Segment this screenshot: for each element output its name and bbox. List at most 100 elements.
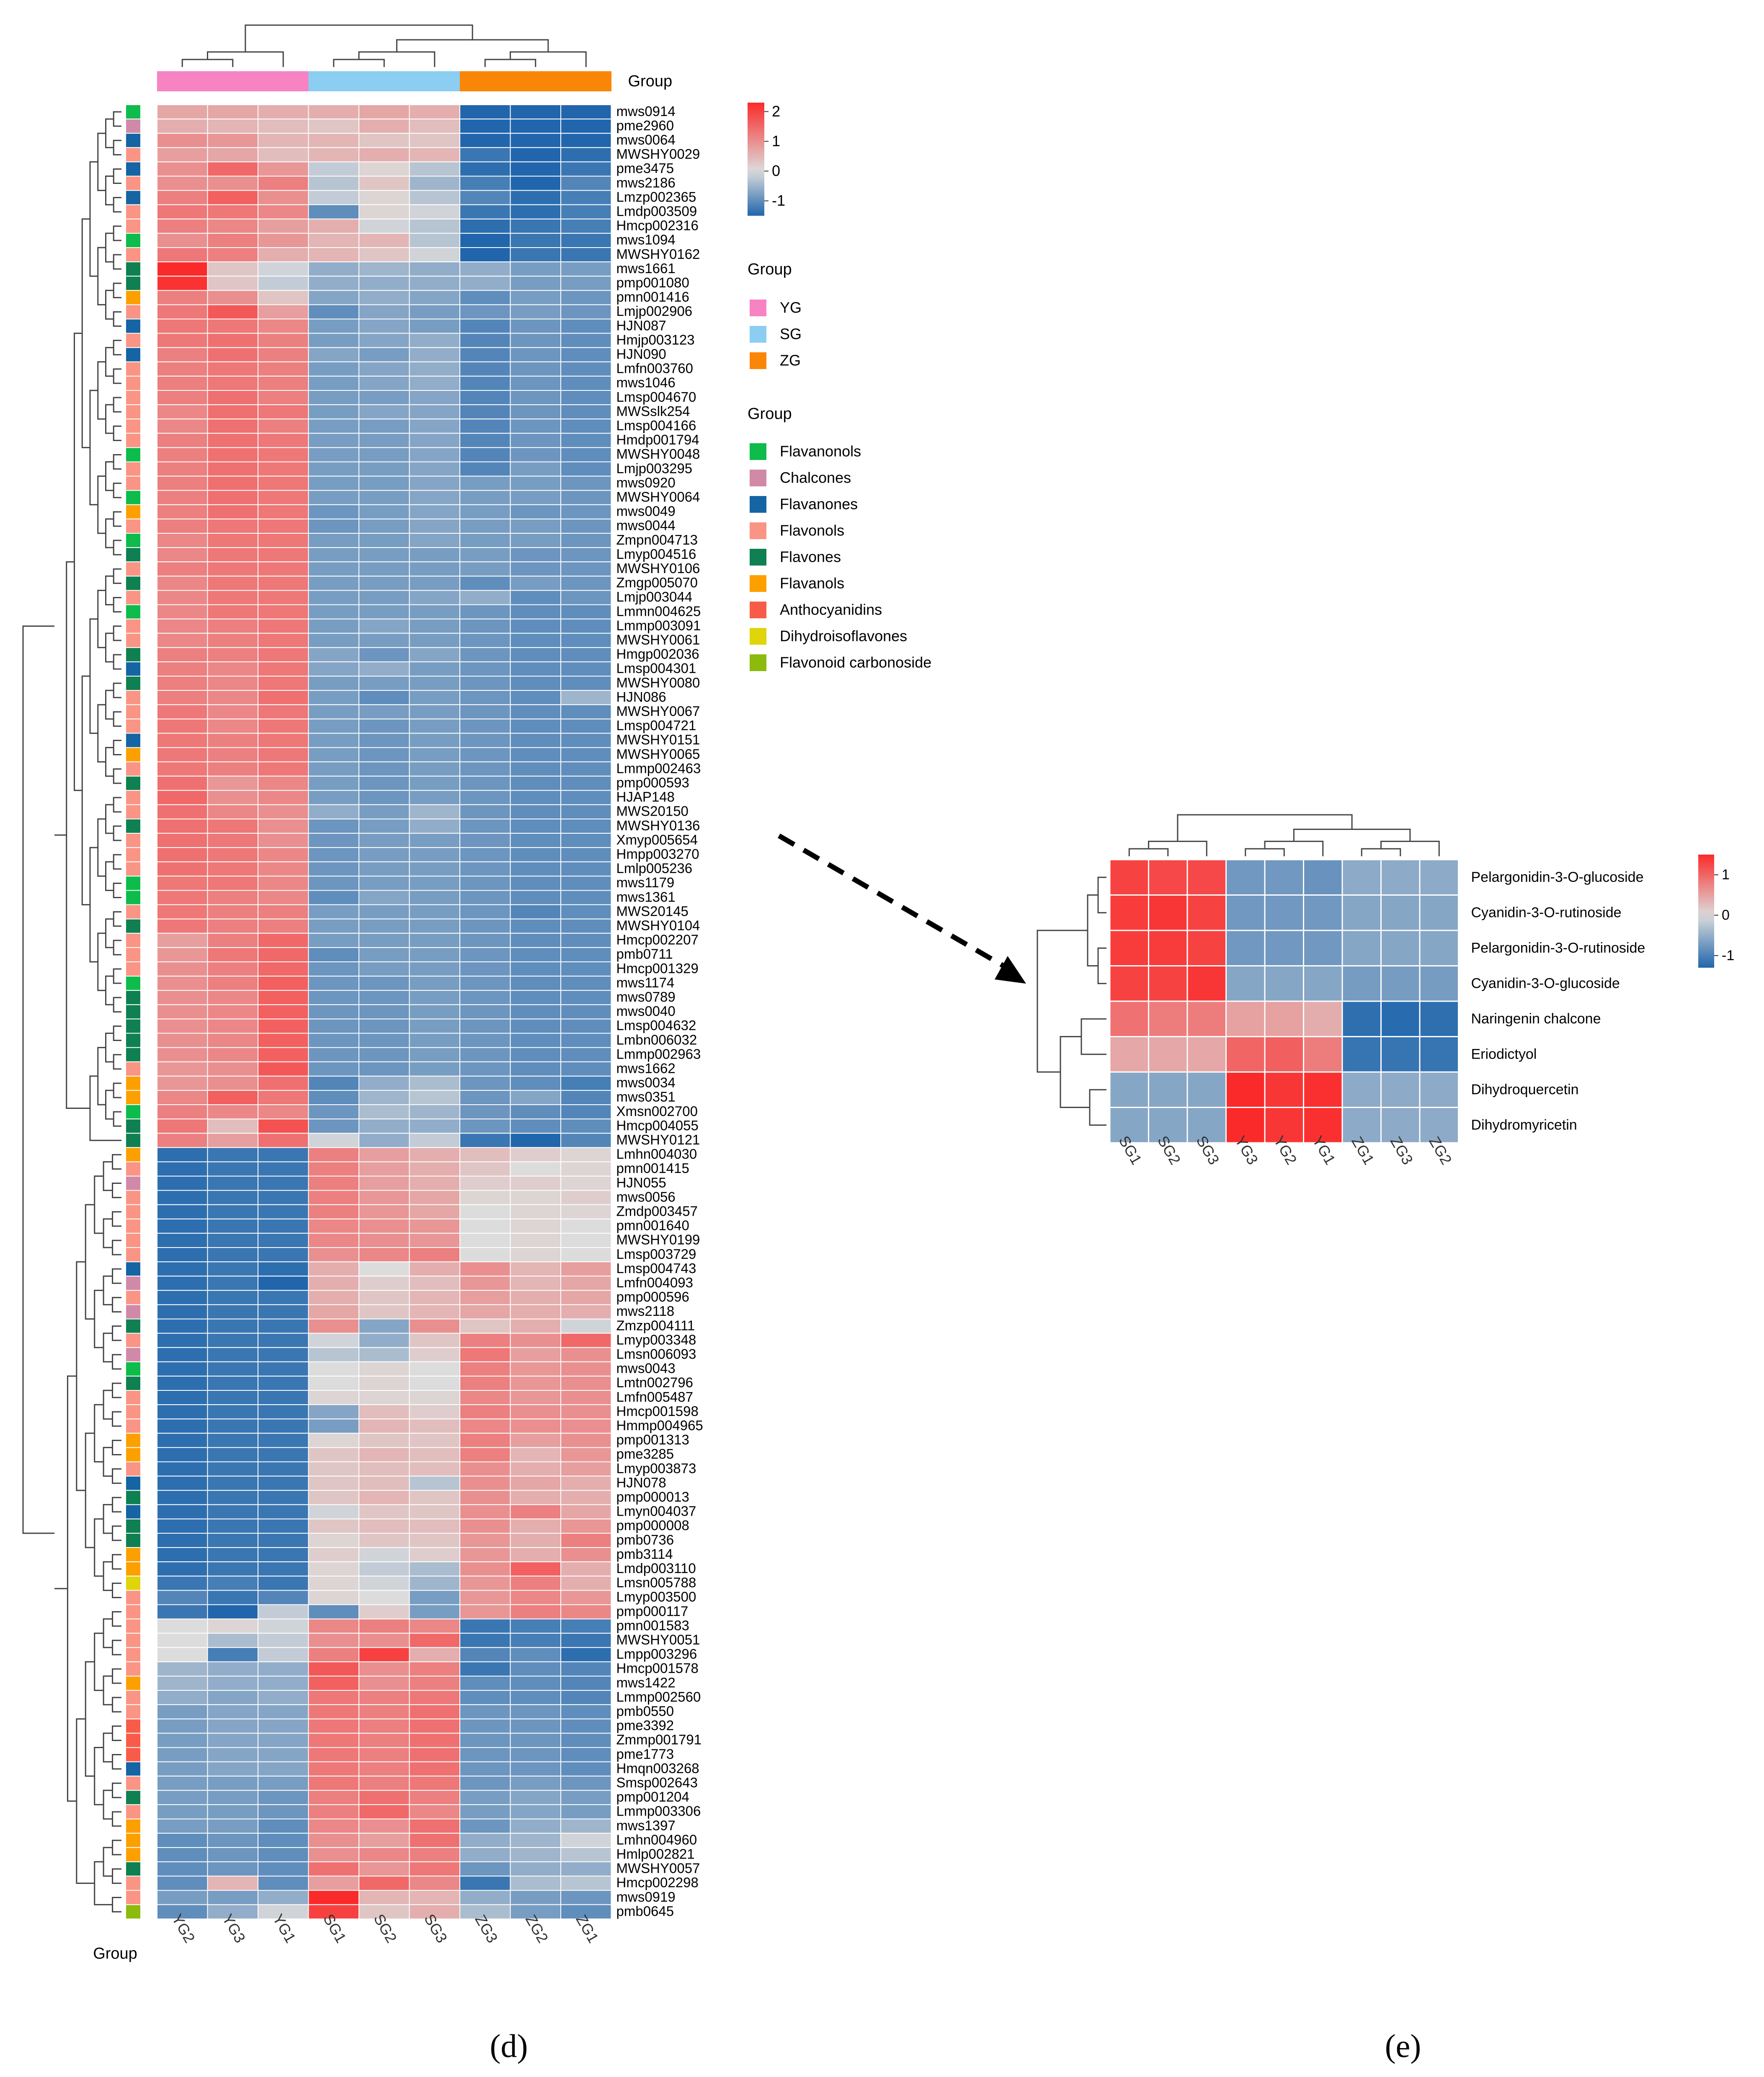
heatmap-cell [308, 1161, 359, 1177]
heatmap-cell [409, 333, 460, 348]
heatmap-cell [258, 1175, 309, 1191]
row-dendrogram-branch [67, 1375, 77, 1802]
heatmap-cell [308, 790, 359, 805]
row-label: HJN078 [616, 1475, 666, 1490]
heatmap-cell [510, 833, 561, 848]
heatmap-cell [207, 1633, 258, 1648]
heatmap-cell [459, 647, 511, 662]
heatmap-cell [258, 1819, 309, 1834]
heatmap-cell [1109, 1107, 1149, 1144]
heatmap-cell [560, 590, 612, 605]
heatmap-cell [560, 1533, 612, 1548]
heatmap-cell [560, 1761, 612, 1777]
heatmap-cell [358, 804, 410, 820]
heatmap-cell [510, 461, 561, 477]
heatmap-cell [258, 1075, 309, 1091]
heatmap-cell [157, 819, 208, 834]
heatmap-cell [258, 876, 309, 891]
heatmap-cell [1303, 930, 1343, 966]
heatmap-cell [207, 1018, 258, 1034]
heatmap-cell [560, 604, 612, 620]
heatmap-cell [459, 1847, 511, 1863]
heatmap-cell [157, 1204, 208, 1219]
heatmap-cell [358, 318, 410, 334]
heatmap-cell [358, 204, 410, 220]
row-class-cell [125, 361, 141, 377]
heatmap-cell [258, 1347, 309, 1362]
heatmap-cell [409, 1119, 460, 1134]
heatmap-cell [207, 1490, 258, 1505]
heatmap-cell [358, 947, 410, 962]
row-label: MWSslk254 [616, 403, 690, 419]
heatmap-cell [459, 1318, 511, 1334]
row-label: Pelargonidin-3-O-glucoside [1471, 869, 1644, 885]
heatmap-cell [308, 1404, 359, 1420]
heatmap-cell [358, 1104, 410, 1120]
column-group-cell [207, 71, 258, 91]
heatmap-cell [459, 890, 511, 905]
heatmap-cell [308, 1847, 359, 1863]
row-class-cell [125, 1375, 141, 1391]
heatmap-cell [510, 1090, 561, 1105]
heatmap-cell [560, 1204, 612, 1219]
heatmap-cell [459, 133, 511, 148]
row-label: mws0049 [616, 504, 676, 519]
heatmap-cell [510, 1375, 561, 1391]
heatmap-cell [157, 1375, 208, 1391]
heatmap-cell [560, 1104, 612, 1120]
heatmap-cell [258, 904, 309, 920]
heatmap-cell [510, 1033, 561, 1048]
heatmap-cell [409, 733, 460, 748]
heatmap-cell [560, 1304, 612, 1320]
heatmap-cell [157, 119, 208, 134]
heatmap-cell [560, 918, 612, 934]
heatmap-cell [157, 747, 208, 762]
heatmap-cell [459, 1775, 511, 1791]
heatmap-cell [560, 1333, 612, 1348]
row-class-cell [125, 933, 141, 948]
row-label: Hmmp004965 [616, 1418, 703, 1433]
heatmap-cell [207, 447, 258, 462]
heatmap-cell [358, 704, 410, 720]
row-dendrogram-branch [103, 1390, 113, 1420]
heatmap-cell [207, 1290, 258, 1305]
legend-swatch [750, 326, 766, 343]
heatmap-cell [207, 1218, 258, 1234]
heatmap-cell [409, 747, 460, 762]
heatmap-cell [409, 647, 460, 662]
heatmap-cell [258, 1661, 309, 1677]
row-label: Xmyp005654 [616, 832, 698, 847]
row-class-cell [125, 1061, 141, 1077]
heatmap-cell [459, 461, 511, 477]
heatmap-cell [308, 1447, 359, 1462]
heatmap-cell [207, 1876, 258, 1891]
heatmap-cell [358, 1232, 410, 1248]
heatmap-cell [358, 1161, 410, 1177]
row-class-cell [125, 1175, 141, 1191]
row-class-cell [125, 533, 141, 548]
row-class-cell [125, 1304, 141, 1320]
heatmap-cell [157, 1333, 208, 1348]
heatmap-cell [459, 904, 511, 920]
heatmap-cell [258, 104, 309, 120]
heatmap-cell [157, 676, 208, 691]
heatmap-cell [409, 404, 460, 420]
heatmap-cell [459, 1247, 511, 1263]
heatmap-cell [560, 418, 612, 434]
heatmap-cell [157, 1404, 208, 1420]
heatmap-cell [157, 104, 208, 120]
heatmap-cell [308, 375, 359, 391]
heatmap-cell [308, 475, 359, 491]
heatmap-cell [157, 475, 208, 491]
row-class-cell [125, 1033, 141, 1048]
heatmap-cell [308, 647, 359, 662]
heatmap-cell [560, 1690, 612, 1705]
row-label: Eriodictyol [1471, 1046, 1537, 1062]
heatmap-cell [560, 1433, 612, 1448]
heatmap-cell [560, 1733, 612, 1748]
heatmap-cell [258, 1861, 309, 1877]
heatmap-cell [560, 904, 612, 920]
heatmap-cell [510, 1232, 561, 1248]
heatmap-cell [409, 833, 460, 848]
heatmap-cell [258, 1290, 309, 1305]
